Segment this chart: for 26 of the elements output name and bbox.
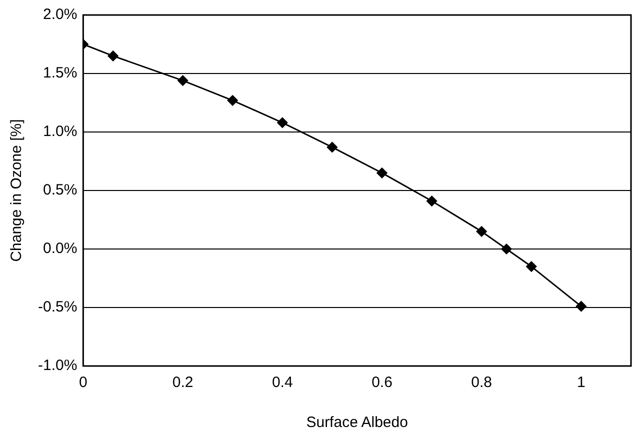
point [501,244,512,254]
point [376,168,388,178]
point [227,95,238,106]
x-tick-label: 0.4 [272,374,293,392]
point [526,261,537,272]
point [277,117,288,128]
y-tick-label: 1.5% [42,64,78,82]
x-tick-label: 1 [577,374,586,392]
y-tick-label: -1.0% [38,357,78,374]
x-tick-label: 0.8 [471,374,492,392]
point [576,301,586,312]
x-tick-label: 0.2 [172,374,194,392]
point [108,50,118,62]
point [476,226,487,237]
x-axis-title: Surface Albedo [306,414,408,432]
y-tick-label: -0.5% [38,298,78,316]
y-tick-label: 1.0% [42,123,78,140]
point [326,142,338,152]
y-tick-label: 0.0% [42,240,78,258]
y-tick-label: 0.5% [42,182,78,199]
y-tick-label: 2.0% [42,6,78,24]
x-tick-label: 0 [79,374,88,392]
y-axis-title: Change in Ozone [%] [8,119,26,262]
point [426,196,438,206]
x-tick-label: 0.6 [372,374,392,392]
point [178,75,188,86]
